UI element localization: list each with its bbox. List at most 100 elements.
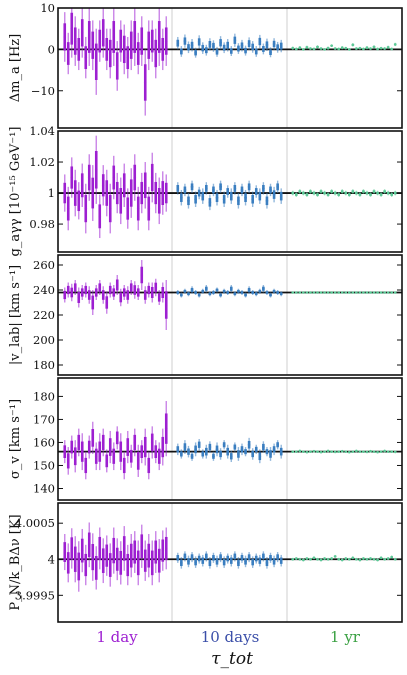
data-point xyxy=(105,554,109,557)
data-point xyxy=(258,559,262,562)
data-point xyxy=(112,291,116,294)
series-1-yr xyxy=(291,554,397,562)
series-10-days xyxy=(176,285,283,298)
data-point xyxy=(143,293,147,297)
panel-frame xyxy=(57,377,403,501)
data-point xyxy=(133,176,137,179)
data-point xyxy=(355,291,358,294)
data-point xyxy=(291,46,295,50)
data-point xyxy=(140,450,144,453)
data-point xyxy=(183,188,187,192)
data-point xyxy=(133,550,137,554)
data-point xyxy=(365,450,369,454)
data-point xyxy=(226,557,230,560)
data-point xyxy=(351,556,355,560)
data-point xyxy=(279,450,283,453)
data-point xyxy=(295,47,298,51)
data-point xyxy=(319,558,323,562)
data-point xyxy=(233,38,237,42)
y-tick-label: 4 xyxy=(48,552,55,566)
data-point xyxy=(333,555,337,558)
data-point xyxy=(108,52,112,55)
data-point xyxy=(194,560,197,564)
data-point xyxy=(105,191,109,195)
data-point xyxy=(348,291,351,294)
data-point xyxy=(269,452,272,456)
data-point xyxy=(276,46,279,49)
data-point xyxy=(302,558,305,562)
data-point xyxy=(84,563,88,567)
data-point xyxy=(73,39,77,43)
data-point xyxy=(129,454,133,458)
data-point xyxy=(80,291,84,294)
y-axis-label: P_N/k_BΔν [K] xyxy=(8,514,23,610)
data-point xyxy=(119,450,123,453)
data-point xyxy=(66,207,70,210)
data-point xyxy=(219,41,222,45)
data-point xyxy=(190,288,194,292)
data-point xyxy=(164,191,168,195)
data-point xyxy=(157,296,161,299)
data-point xyxy=(291,191,295,195)
y-tick-label: 1.02 xyxy=(29,155,55,169)
data-point xyxy=(351,450,355,453)
data-point xyxy=(295,291,298,294)
data-point xyxy=(133,441,137,444)
data-point xyxy=(197,443,201,447)
series-1-day xyxy=(63,401,168,480)
data-point xyxy=(208,561,212,565)
data-point xyxy=(309,190,312,193)
data-point xyxy=(240,556,244,560)
data-point xyxy=(164,39,168,43)
data-point xyxy=(295,193,298,196)
data-point xyxy=(237,452,240,456)
data-point xyxy=(157,199,161,203)
data-point xyxy=(101,293,105,297)
data-point xyxy=(133,35,137,39)
data-point xyxy=(208,292,212,296)
data-point xyxy=(98,39,102,43)
data-point xyxy=(344,450,348,453)
data-point xyxy=(247,185,251,189)
data-point xyxy=(383,449,386,453)
data-point xyxy=(251,197,254,201)
series-1-yr xyxy=(291,189,397,197)
data-point xyxy=(265,450,269,453)
data-point xyxy=(122,183,126,187)
data-point xyxy=(379,450,383,453)
data-point xyxy=(262,47,265,51)
data-point xyxy=(150,176,154,179)
data-point xyxy=(348,48,351,51)
data-point xyxy=(330,44,333,47)
data-point xyxy=(80,31,84,35)
data-point xyxy=(390,555,394,559)
data-point xyxy=(229,287,233,291)
series-10-days xyxy=(176,180,283,211)
data-point xyxy=(129,191,133,195)
data-point xyxy=(372,45,376,49)
data-point xyxy=(348,557,351,561)
data-point xyxy=(386,557,390,560)
data-point xyxy=(222,289,226,293)
data-point xyxy=(302,450,305,453)
data-point xyxy=(150,561,154,565)
data-point xyxy=(190,454,194,458)
data-point xyxy=(369,449,372,453)
data-point xyxy=(115,64,119,68)
data-point xyxy=(115,557,119,561)
data-point xyxy=(393,291,397,294)
data-point xyxy=(180,50,183,53)
data-point xyxy=(129,43,133,47)
data-point xyxy=(73,454,77,458)
data-point xyxy=(344,557,348,560)
data-point xyxy=(229,49,233,53)
data-point xyxy=(70,291,74,294)
data-point xyxy=(351,291,355,294)
series-1-yr xyxy=(291,42,397,51)
data-point xyxy=(87,445,91,449)
y-tick-label: 220 xyxy=(33,308,55,322)
data-point xyxy=(323,48,326,51)
data-point xyxy=(365,46,369,50)
data-point xyxy=(376,558,379,562)
